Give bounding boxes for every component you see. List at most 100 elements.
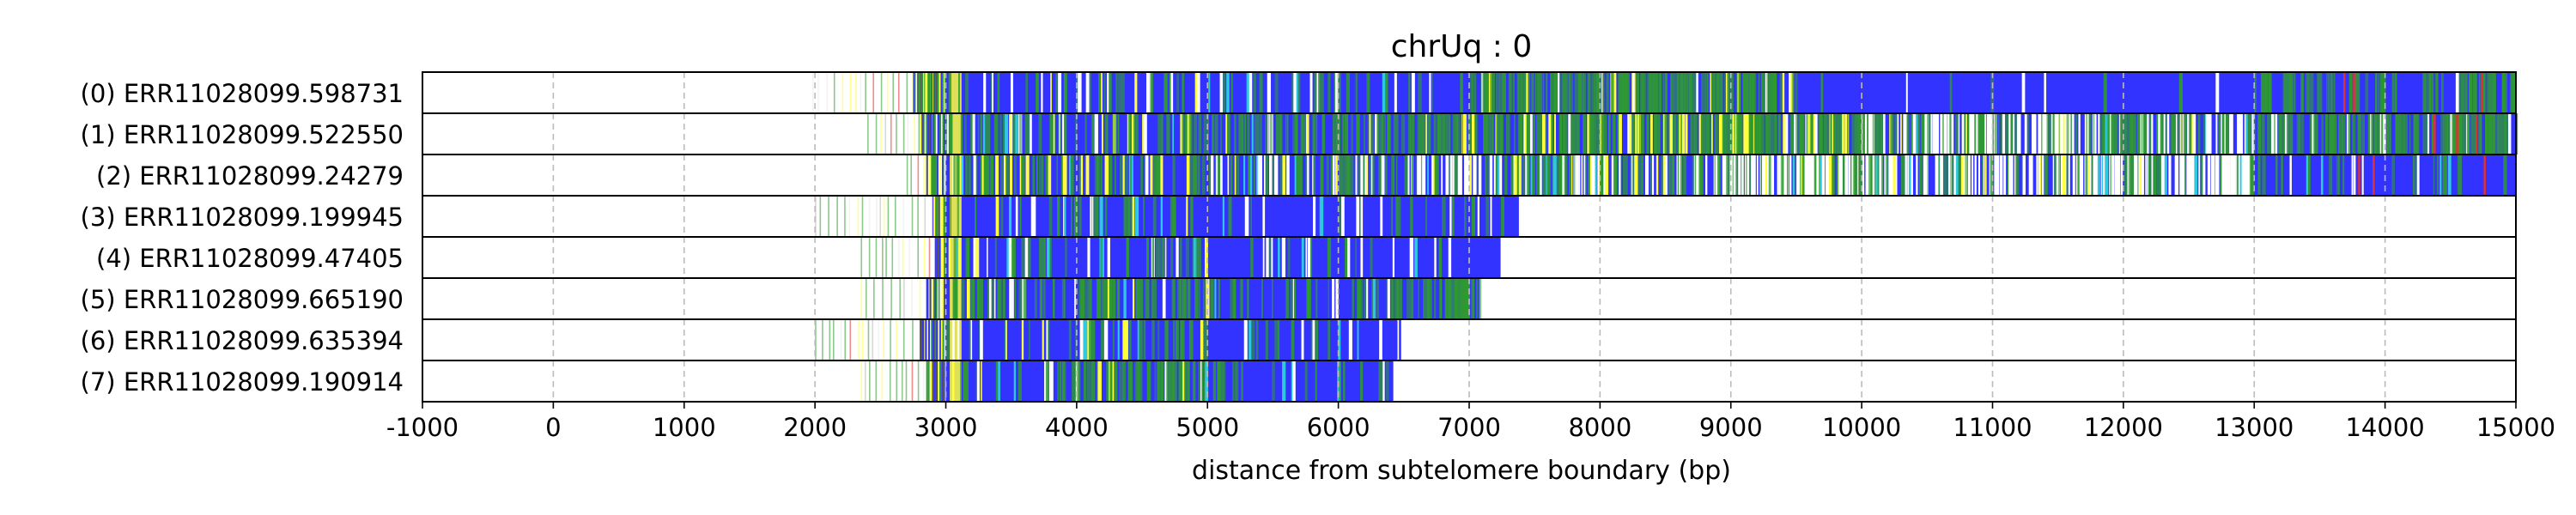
transition-tick [929, 154, 932, 196]
variant-stripe [1919, 154, 1922, 196]
variant-stripe [1070, 154, 1074, 196]
variant-stripe [2119, 113, 2123, 154]
variant-stripe [1633, 113, 1637, 154]
variant-stripe [2010, 154, 2014, 196]
variant-stripe [1078, 72, 1082, 113]
variant-stripe [1546, 72, 1548, 113]
variant-stripe [1083, 278, 1087, 319]
transition-tick [934, 278, 937, 319]
sparse-tick [872, 319, 874, 360]
variant-stripe [1075, 72, 1079, 113]
variant-stripe [2464, 72, 2468, 113]
variant-stripe [1400, 278, 1402, 319]
sparse-tick [849, 72, 852, 113]
variant-stripe [2231, 113, 2233, 154]
variant-stripe [1458, 113, 1461, 154]
variant-stripe [1063, 72, 1067, 113]
variant-stripe [1756, 113, 1759, 154]
variant-stripe [2403, 113, 2408, 154]
variant-stripe [1635, 72, 1639, 113]
variant-stripe [1296, 72, 1299, 113]
variant-stripe [1766, 72, 1769, 113]
variant-stripe [2395, 72, 2397, 113]
variant-stripe [2238, 154, 2242, 196]
variant-stripe [1180, 113, 1184, 154]
variant-stripe [1552, 154, 1557, 196]
variant-stripe [2030, 154, 2033, 196]
red-stripe [2481, 72, 2483, 113]
variant-stripe [1334, 72, 1336, 113]
variant-stripe [1246, 72, 1251, 113]
variant-stripe [1201, 154, 1206, 196]
variant-stripe [1983, 113, 1985, 154]
transition-tick [915, 72, 918, 113]
variant-stripe [1465, 154, 1467, 196]
variant-stripe [1249, 72, 1253, 113]
variant-stripe [1592, 154, 1596, 196]
transition-tick [942, 113, 945, 154]
variant-stripe [2329, 154, 2333, 196]
yellow-band [950, 319, 962, 360]
variant-stripe [1832, 113, 1834, 154]
variant-stripe [1182, 72, 1185, 113]
read-track [815, 196, 1519, 237]
variant-stripe [1024, 113, 1029, 154]
variant-stripe [1427, 154, 1429, 196]
variant-stripe [1182, 319, 1185, 360]
variant-stripe [975, 237, 980, 278]
transition-tick [934, 72, 937, 113]
sparse-tick [841, 72, 844, 113]
variant-stripe [1829, 113, 1832, 154]
sparse-tick [875, 360, 878, 402]
variant-stripe [1795, 113, 1799, 154]
variant-stripe [2306, 154, 2309, 196]
variant-stripe [1421, 113, 1424, 154]
variant-stripe [1778, 154, 1783, 196]
variant-stripe [2427, 72, 2430, 113]
variant-stripe [1307, 237, 1311, 278]
x-tick-label: 0 [545, 413, 561, 442]
variant-stripe [1407, 154, 1410, 196]
sparse-tick [903, 278, 905, 319]
variant-stripe [969, 319, 971, 360]
variant-stripe [2458, 113, 2463, 154]
variant-stripe [1789, 113, 1792, 154]
variant-stripe [1134, 72, 1138, 113]
variant-stripe [946, 113, 949, 154]
variant-stripe [1677, 154, 1680, 196]
variant-stripe [964, 113, 967, 154]
variant-stripe [2240, 113, 2244, 154]
variant-stripe [1139, 278, 1143, 319]
transition-tick [943, 196, 945, 237]
variant-stripe [1232, 360, 1235, 402]
variant-stripe [1462, 113, 1467, 154]
variant-stripe [2376, 113, 2379, 154]
variant-stripe [1065, 237, 1067, 278]
variant-stripe [1130, 154, 1133, 196]
variant-stripe [2453, 113, 2455, 154]
variant-stripe [2287, 72, 2292, 113]
variant-stripe [1062, 154, 1066, 196]
variant-stripe [1960, 154, 1964, 196]
variant-stripe [1003, 113, 1005, 154]
variant-stripe [1211, 113, 1213, 154]
variant-stripe [1092, 196, 1096, 237]
variant-stripe [2110, 154, 2113, 196]
variant-stripe [1375, 113, 1378, 154]
variant-stripe [1115, 154, 1116, 196]
variant-stripe [1177, 278, 1180, 319]
variant-stripe [1346, 154, 1348, 196]
variant-stripe [1434, 237, 1437, 278]
variant-stripe [2116, 154, 2118, 196]
variant-stripe [1334, 113, 1336, 154]
variant-stripe [2271, 113, 2275, 154]
variant-stripe [1738, 154, 1741, 196]
variant-stripe [1194, 113, 1198, 154]
variant-stripe [1449, 154, 1453, 196]
variant-stripe [2036, 154, 2038, 196]
variant-stripe [1414, 237, 1418, 278]
variant-stripe [2183, 113, 2186, 154]
variant-stripe [1314, 72, 1318, 113]
transition-tick [944, 237, 946, 278]
variant-stripe [1281, 237, 1285, 278]
